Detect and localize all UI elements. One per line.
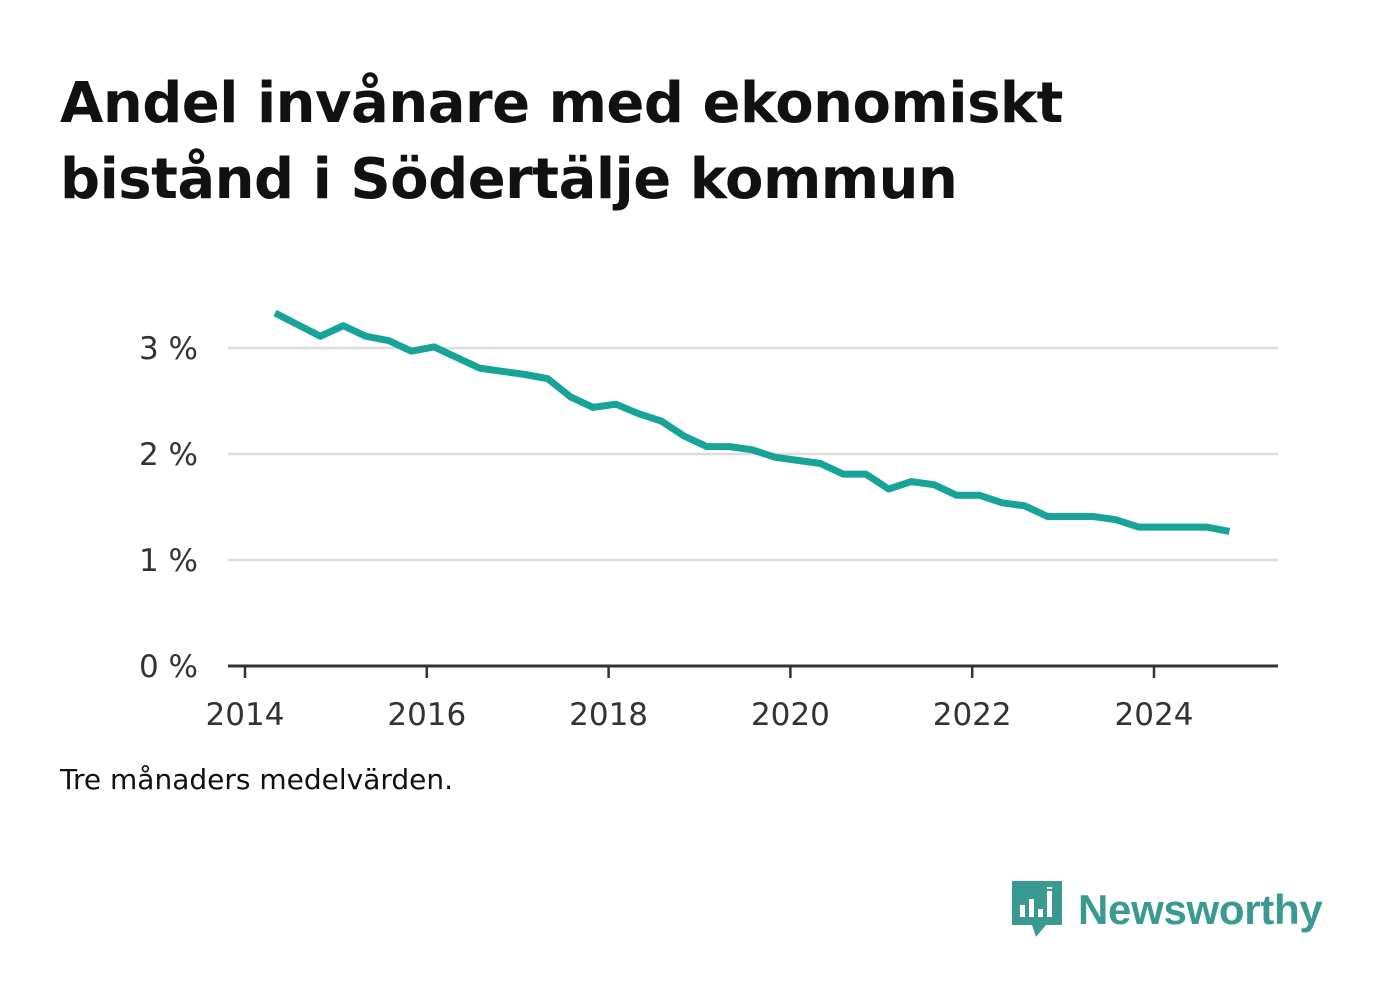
bar-chart-speech-bubble-icon [1012,881,1062,937]
y-tick-label: 1 % [139,543,198,579]
brand-name: Newsworthy [1078,886,1323,933]
brand-logo: Newsworthy [1010,878,1323,942]
chart-title: Andel invånare med ekonomiskt bistånd i … [60,71,1063,212]
x-tick-label: 2024 [1115,697,1194,733]
line-chart: 0 % 1 % 2 % 3 % 2014 2016 2018 2020 2022 2024 [139,309,1278,733]
y-tick-label: 3 % [139,331,198,367]
x-tick-label: 2014 [206,697,285,733]
series-layer [273,309,1231,535]
series-line [273,309,1231,535]
x-axis-labels: 2014 2016 2018 2020 2022 2024 [206,697,1194,733]
x-tick-label: 2022 [933,697,1012,733]
y-tick-label: 2 % [139,437,198,473]
grid-lines [228,346,1278,562]
y-axis-labels: 0 % 1 % 2 % 3 % [139,331,198,685]
x-tick-label: 2018 [569,697,648,733]
chart-note: Tre månaders medelvärden. [60,763,454,796]
x-tick-label: 2016 [387,697,466,733]
y-tick-label: 0 % [139,649,198,685]
x-axis [228,664,1278,678]
x-tick-label: 2020 [751,697,830,733]
